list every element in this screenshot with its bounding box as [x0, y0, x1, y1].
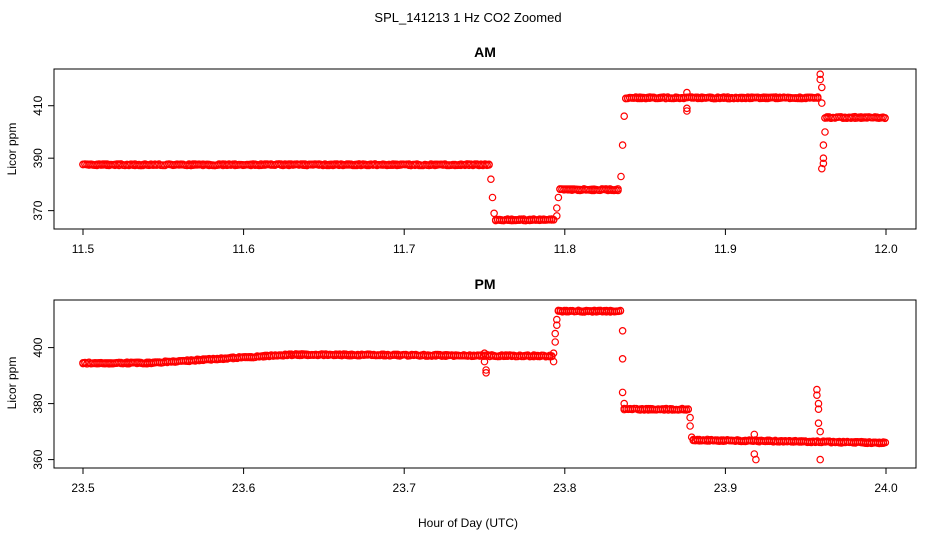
pm-y-tick-label: 400: [31, 337, 45, 357]
pm-x-tick-label: 23.5: [71, 481, 95, 495]
pm-outlier-point: [814, 405, 823, 414]
am-data-points: [79, 70, 889, 225]
pm-outlier-point: [549, 349, 558, 358]
am-outlier-point: [817, 83, 826, 92]
pm-outlier-point: [750, 430, 759, 439]
am-panel: AM Licor ppm 11.5 11.6 11.7 11.8 11.9 12.0 37…: [5, 44, 917, 256]
pm-outlier-point: [686, 422, 694, 430]
pm-outlier-point: [552, 321, 561, 330]
figure-title: SPL_141213 1 Hz CO2 Zoomed: [374, 10, 561, 25]
am-y-axis-label: Licor ppm: [5, 123, 19, 176]
pm-outlier-point: [816, 455, 825, 464]
am-outlier-point: [554, 193, 563, 202]
am-data-point: [614, 186, 622, 195]
pm-outlier-point: [618, 388, 627, 397]
am-outlier-point: [816, 70, 825, 79]
pm-x-tick-label: 23.9: [714, 481, 738, 495]
pm-panel: PM Licor ppm 23.5 23.6 23.7 23.8 23.9 24.0 36…: [5, 276, 917, 495]
pm-outlier-point: [752, 455, 760, 464]
pm-outlier-point: [620, 399, 629, 408]
am-outlier-point: [618, 141, 627, 149]
pm-y-axis: 360 380 400: [31, 337, 54, 470]
am-outlier-point: [552, 204, 561, 212]
am-data-point: [813, 93, 822, 101]
am-outlier-point: [821, 128, 829, 136]
am-outlier-point: [490, 209, 498, 218]
pm-outlier-point: [480, 357, 489, 366]
am-outlier-point: [819, 141, 828, 149]
pm-outlier-point: [814, 419, 823, 428]
am-y-tick-label: 370: [31, 200, 45, 220]
am-outlier-point: [817, 164, 826, 173]
pm-outlier-point: [687, 433, 696, 442]
am-panel-title: AM: [474, 44, 496, 60]
am-x-tick-label: 11.8: [554, 242, 577, 256]
pm-data-points: [79, 306, 890, 464]
am-outlier-point: [683, 107, 691, 115]
pm-outlier-point: [813, 385, 821, 394]
pm-x-tick-label: 23.6: [232, 481, 256, 495]
pm-x-axis: 23.5 23.6 23.7 23.8 23.9 24.0: [71, 468, 898, 495]
am-outlier-point: [488, 193, 497, 202]
pm-outlier-point: [686, 413, 694, 422]
pm-outlier-point: [549, 357, 558, 366]
am-x-tick-label: 11.9: [714, 242, 737, 256]
pm-outlier-point: [618, 326, 627, 335]
pm-y-tick-label: 360: [31, 449, 45, 469]
am-x-tick-label: 11.7: [393, 242, 416, 256]
x-axis-label: Hour of Day (UTC): [418, 516, 518, 530]
pm-plot-frame: [53, 299, 917, 469]
pm-outlier-point: [480, 349, 489, 358]
am-outlier-point: [819, 159, 828, 168]
am-data-point: [881, 114, 889, 122]
am-y-axis: 370 390 410: [31, 95, 54, 221]
am-x-tick-label: 11.6: [232, 242, 255, 256]
pm-data-point: [684, 405, 693, 413]
am-x-axis: 11.5 11.6 11.7 11.8 11.9 12.0: [72, 229, 898, 256]
am-outlier-point: [487, 175, 495, 184]
pm-outlier-point: [813, 391, 821, 400]
am-outlier-point: [819, 154, 828, 163]
am-outlier-point: [620, 112, 629, 121]
pm-x-tick-label: 23.7: [393, 481, 417, 495]
am-data-point: [485, 160, 493, 169]
pm-outlier-point: [816, 427, 825, 436]
am-outlier-point: [683, 104, 691, 113]
pm-data-point: [616, 307, 625, 315]
pm-x-tick-label: 23.8: [553, 481, 577, 495]
pm-outlier-point: [551, 329, 560, 338]
am-outlier-point: [816, 75, 825, 84]
am-plot-frame: [53, 68, 917, 230]
pm-x-tick-label: 24.0: [874, 481, 898, 495]
pm-y-tick-label: 380: [31, 393, 45, 413]
am-y-tick-label: 410: [31, 95, 45, 115]
pm-outlier-point: [814, 399, 823, 408]
am-outlier-point: [617, 172, 625, 181]
pm-outlier-point: [552, 315, 561, 324]
pm-outlier-point: [618, 354, 627, 363]
pm-data-point: [881, 438, 890, 447]
am-x-tick-label: 11.5: [72, 242, 95, 256]
am-outlier-point: [683, 88, 691, 97]
pm-panel-title: PM: [475, 276, 496, 292]
pm-outlier-point: [482, 366, 490, 374]
am-x-tick-label: 12.0: [874, 242, 898, 256]
pm-outlier-point: [551, 338, 560, 346]
pm-outlier-point: [482, 368, 490, 377]
am-y-tick-label: 390: [31, 148, 45, 168]
pm-y-axis-label: Licor ppm: [5, 357, 19, 410]
am-outlier-point: [552, 212, 561, 220]
am-outlier-point: [817, 99, 826, 107]
